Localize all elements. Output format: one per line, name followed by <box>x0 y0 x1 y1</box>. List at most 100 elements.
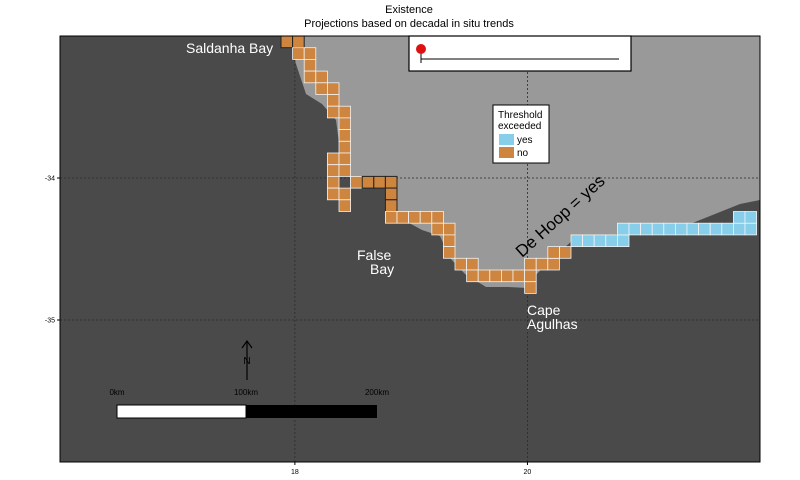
map-panel <box>59 35 761 463</box>
coastal-cell <box>698 222 711 236</box>
coastal-cells <box>280 35 758 294</box>
coastal-cell <box>489 269 502 283</box>
coastal-cell <box>454 257 468 271</box>
coastal-cell <box>315 70 328 84</box>
coastal-cell <box>709 222 723 236</box>
coastal-cell <box>524 269 537 283</box>
coastal-cell <box>466 257 479 271</box>
coastal-cell <box>326 82 340 95</box>
coastal-cell <box>326 164 340 177</box>
scale-label-200: 200km <box>365 388 389 397</box>
place-label-2: Cape Agulhas <box>527 302 578 332</box>
map-title: Existence <box>385 4 433 16</box>
y-tick-label-0: -34 <box>45 176 55 183</box>
y-tick-label-1: -35 <box>45 318 55 325</box>
coastal-cell <box>640 222 653 236</box>
coastal-cell <box>384 199 398 213</box>
legend-swatch-yes <box>499 134 514 145</box>
legend-label-no: no <box>517 148 529 159</box>
coastal-cell <box>326 94 340 107</box>
coastal-cell <box>442 234 456 247</box>
coastal-cell <box>744 222 758 236</box>
coastal-cell <box>524 257 537 271</box>
x-tick-label-0: 18 <box>291 469 299 476</box>
coastal-cell <box>733 211 746 224</box>
coastal-cell <box>303 70 317 84</box>
coastal-cell <box>570 234 584 247</box>
coastal-cell <box>326 105 340 119</box>
x-tick-label-1: 20 <box>524 469 532 476</box>
coastal-cell <box>651 222 665 236</box>
coastal-cell <box>326 152 340 166</box>
coastal-cell <box>292 35 305 49</box>
coastal-cell <box>303 59 317 72</box>
coastal-cell <box>292 47 305 60</box>
coastal-cell <box>605 234 618 247</box>
coastal-cell <box>315 82 328 95</box>
coastal-cell <box>338 140 352 154</box>
coastal-cell <box>617 234 630 247</box>
coastal-cell <box>431 211 444 224</box>
coastal-cell <box>280 35 294 49</box>
legend: Threshold exceeded yes no <box>492 104 550 164</box>
inset-box <box>408 35 632 72</box>
coastal-cell <box>338 199 352 212</box>
coastal-cell <box>338 152 352 166</box>
legend-label-yes: yes <box>517 135 533 146</box>
coastal-cell <box>744 211 758 224</box>
north-arrow: N <box>241 339 253 380</box>
coastal-cell <box>524 281 537 294</box>
coastal-cell <box>338 164 352 177</box>
coastal-cell <box>419 211 433 224</box>
coastal-cell <box>338 105 352 119</box>
map-subtitle: Projections based on decadal in situ tre… <box>304 18 514 30</box>
place-label-0: Saldanha Bay <box>186 40 273 56</box>
coastal-cell <box>361 175 375 189</box>
coastal-cell <box>466 269 479 283</box>
legend-title-line-1: Threshold <box>498 110 542 121</box>
coastal-cell <box>593 234 607 247</box>
coastal-cell <box>617 222 630 236</box>
inset-frame <box>408 35 632 72</box>
location-pin-icon <box>416 44 426 54</box>
coastal-cell <box>396 211 410 224</box>
coastal-cell <box>535 257 549 271</box>
coastal-cell <box>431 222 444 236</box>
scale-bar-white-segment <box>116 404 247 419</box>
coastal-cell <box>338 129 352 142</box>
coastal-cell <box>559 246 572 259</box>
coastal-cell <box>477 269 491 283</box>
coastal-cell <box>384 175 398 189</box>
coastal-cell <box>408 211 421 224</box>
coastal-cell <box>721 222 734 236</box>
coastal-cell <box>686 222 700 236</box>
x-axis: 18 20 <box>291 462 531 476</box>
coastal-cell <box>733 222 746 236</box>
coastal-cell <box>675 222 688 236</box>
coastal-cell <box>547 246 560 259</box>
grid-lines <box>60 36 760 462</box>
coastal-cell <box>303 47 317 60</box>
coastal-cell <box>547 257 560 271</box>
coastal-cell <box>338 187 352 201</box>
coastal-cell <box>512 269 526 283</box>
legend-swatch-no <box>499 147 514 158</box>
coastal-cell <box>442 222 456 236</box>
coastal-cell <box>326 175 340 189</box>
scale-bar-black-segment <box>246 405 377 418</box>
coastal-cell <box>384 187 398 201</box>
coastal-cell <box>384 211 398 224</box>
coastal-cell <box>628 222 642 236</box>
coastal-cell <box>442 246 456 259</box>
north-arrow-head <box>241 339 253 349</box>
coastal-cell <box>373 175 386 189</box>
coastal-cell <box>338 117 352 131</box>
legend-title-line-2: exceeded <box>498 121 541 132</box>
coastal-cell <box>663 222 676 236</box>
coastal-cell <box>350 175 363 189</box>
coastal-cell <box>582 234 595 247</box>
coastal-cell <box>326 187 340 201</box>
place-label-1: False Bay <box>357 247 394 277</box>
scale-label-0: 0km <box>109 388 124 397</box>
